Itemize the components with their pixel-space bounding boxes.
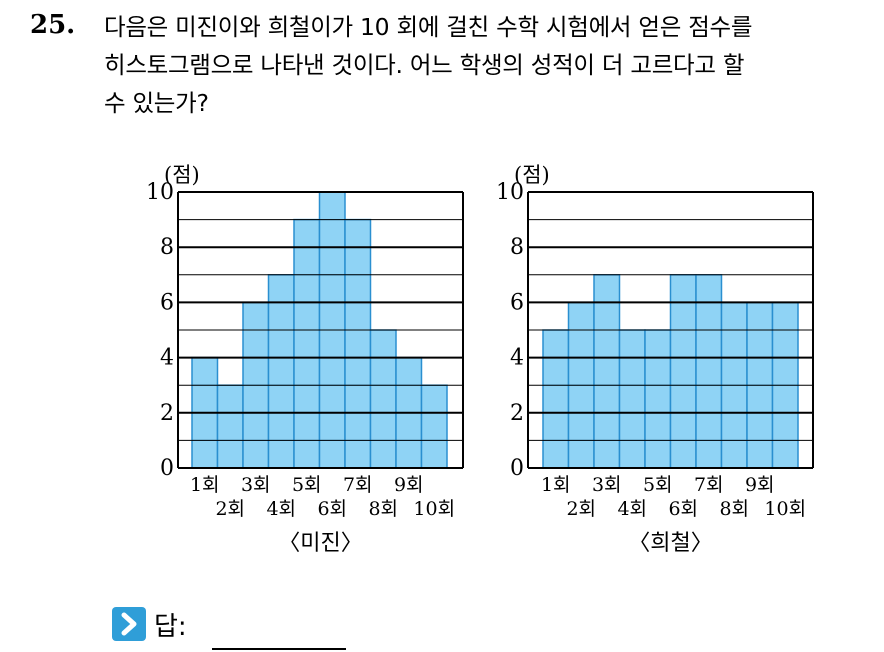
y-tick-label: 4 <box>160 346 174 371</box>
y-tick-label: 4 <box>510 346 524 371</box>
bar <box>644 329 672 469</box>
x-tick-label: 10회 <box>764 498 806 520</box>
chevron-right-icon <box>112 607 146 641</box>
histograms: 0246810(점)1회2회3회4회5회6회7회8회9회10회〈미진〉02468… <box>146 163 814 556</box>
x-tick-label: 1회 <box>541 474 571 496</box>
question-text: 다음은 미진이와 희철이가 10 회에 걸친 수학 시험에서 얻은 점수를 히스… <box>104 8 874 122</box>
x-tick-label: 7회 <box>694 474 724 496</box>
y-tick-label: 6 <box>510 290 524 315</box>
question-line: 수 있는가? <box>104 89 209 117</box>
x-tick-label: 4회 <box>266 498 296 520</box>
y-tick-label: 2 <box>160 401 174 426</box>
x-tick-label: 4회 <box>617 498 647 520</box>
y-axis-label: (점) <box>164 163 200 187</box>
chart-title: 〈희철〉 <box>628 531 712 556</box>
x-tick-label: 9회 <box>394 474 424 496</box>
x-tick-label: 10회 <box>413 498 455 520</box>
bar <box>420 384 448 469</box>
answer-label: 답: <box>154 611 187 642</box>
y-axis-label: (점) <box>514 163 550 187</box>
y-tick-label: 0 <box>510 456 524 481</box>
x-tick-label: 8회 <box>719 498 749 520</box>
x-tick-label: 8회 <box>368 498 398 520</box>
bar <box>695 274 723 469</box>
x-tick-label: 6회 <box>668 498 698 520</box>
chart-title: 〈미진〉 <box>278 531 362 556</box>
bar <box>593 274 621 469</box>
x-tick-label: 2회 <box>566 498 596 520</box>
bar <box>618 329 646 469</box>
y-tick-label: 8 <box>510 235 524 260</box>
x-tick-label: 9회 <box>745 474 775 496</box>
y-tick-label: 6 <box>160 290 174 315</box>
x-tick-label: 5회 <box>643 474 673 496</box>
bar <box>542 329 570 469</box>
bar <box>669 274 697 469</box>
question-line: 히스토그램으로 나타낸 것이다. 어느 학생의 성적이 더 고르다고 할 <box>104 51 745 79</box>
x-tick-label: 6회 <box>317 498 347 520</box>
bar <box>369 329 397 469</box>
y-tick-label: 8 <box>160 235 174 260</box>
x-tick-label: 3회 <box>592 474 622 496</box>
x-tick-label: 7회 <box>343 474 373 496</box>
y-tick-label: 2 <box>510 401 524 426</box>
question-number: 25. <box>30 10 76 40</box>
x-tick-label: 1회 <box>190 474 220 496</box>
answer-area: 답: <box>112 604 187 644</box>
question-line: 다음은 미진이와 희철이가 10 회에 걸친 수학 시험에서 얻은 점수를 <box>104 13 753 41</box>
y-tick-label: 10 <box>496 180 524 205</box>
y-tick-label: 0 <box>160 456 174 481</box>
y-tick-label: 10 <box>146 180 174 205</box>
x-tick-label: 2회 <box>215 498 245 520</box>
bar <box>344 218 372 469</box>
bar <box>216 384 244 469</box>
x-tick-label: 3회 <box>241 474 271 496</box>
answer-blank-line[interactable] <box>212 648 346 650</box>
bar <box>293 218 321 469</box>
x-tick-label: 5회 <box>292 474 322 496</box>
bar <box>267 274 295 469</box>
